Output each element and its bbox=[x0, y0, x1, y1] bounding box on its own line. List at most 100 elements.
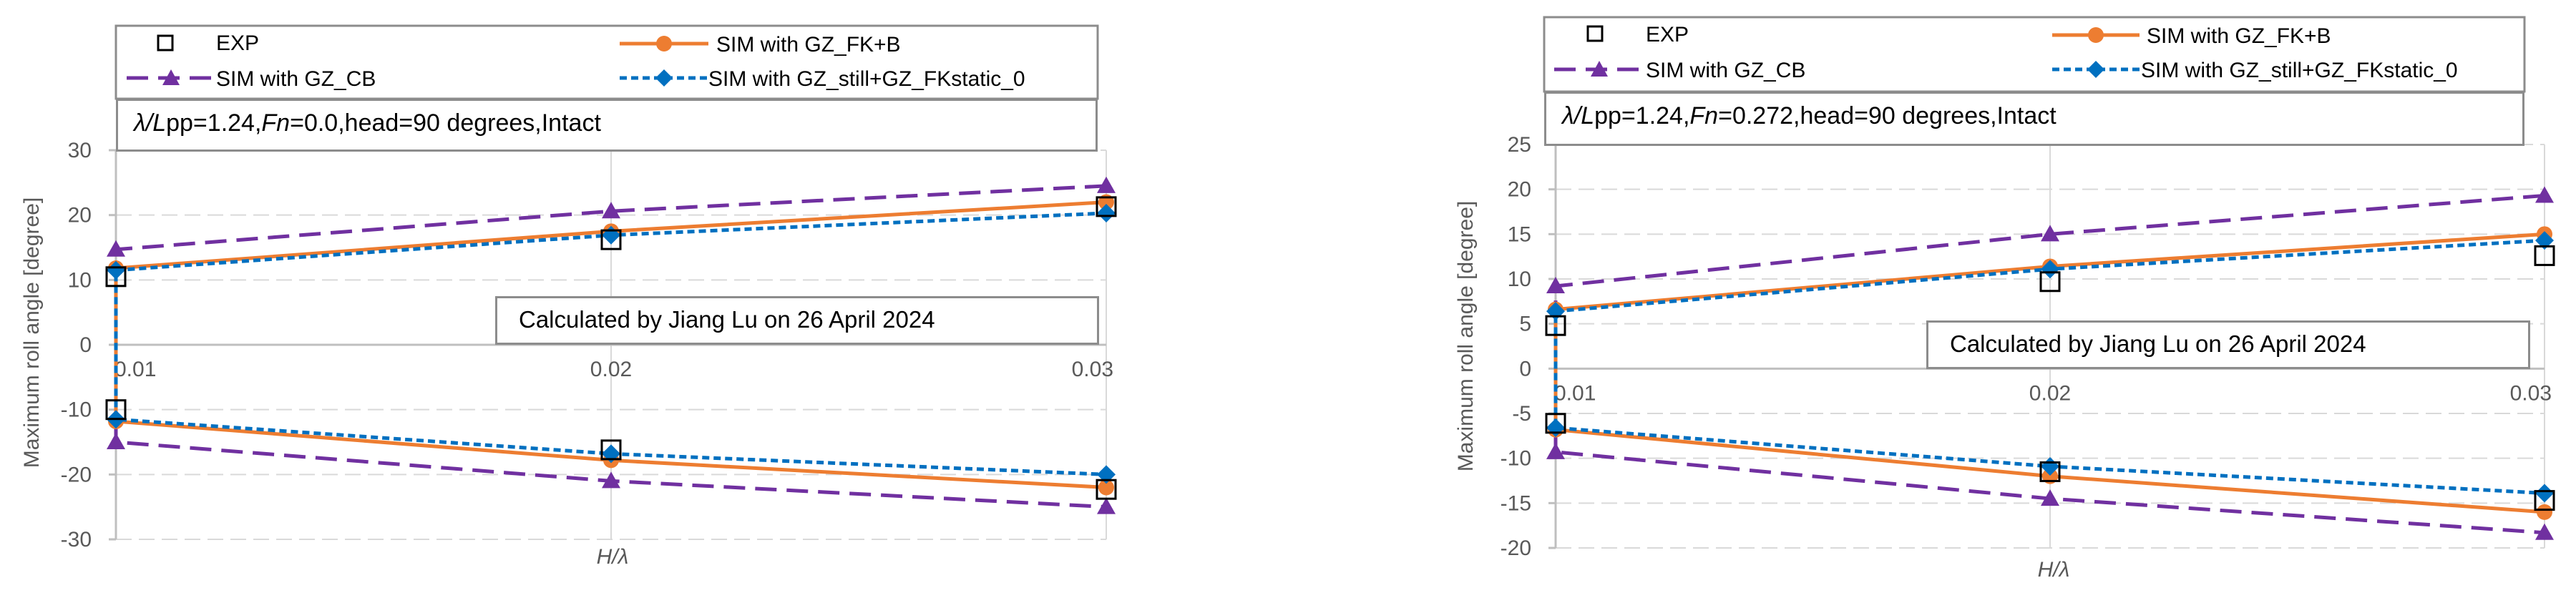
y-tick-label: -20 bbox=[61, 463, 92, 486]
legend-exp-marker bbox=[157, 34, 174, 52]
point-still-upper bbox=[1097, 203, 1116, 222]
point-exp-lower bbox=[1096, 479, 1117, 500]
y-tick-label: 0 bbox=[1519, 357, 1531, 381]
x-tick-label: 0.02 bbox=[590, 358, 632, 381]
legend-exp-label: EXP bbox=[216, 31, 259, 55]
point-exp-lower bbox=[1545, 413, 1566, 434]
legend-still-label: SIM with GZ_still+GZ_FKstatic_0 bbox=[708, 67, 1025, 91]
point-fk_b-lower bbox=[2537, 504, 2552, 520]
chart-2-condition-lpp: L bbox=[1581, 102, 1595, 129]
series-exp bbox=[105, 196, 1117, 500]
point-cb-lower bbox=[1097, 497, 1116, 514]
chart-1-condition-rest: =0.0,head=90 degrees,Intact bbox=[290, 109, 601, 137]
point-exp-upper bbox=[600, 229, 622, 250]
y-tick-label: 15 bbox=[1508, 222, 1531, 246]
point-cb-lower bbox=[602, 471, 620, 489]
point-cb-lower bbox=[1546, 442, 1565, 459]
legend-cb-marker-2 bbox=[1591, 61, 1608, 77]
chart-2-y-axis-label: Maximum roll angle [degree] bbox=[1454, 201, 1478, 472]
y-tick-label: -20 bbox=[1501, 536, 1531, 560]
chart-panel-1: EXP SIM with GZ_FK+B SIM with GZ_CB SIM … bbox=[0, 0, 1174, 594]
point-cb-upper bbox=[602, 202, 620, 219]
point-cb-upper bbox=[2535, 186, 2554, 203]
chart-1-legend-box bbox=[114, 24, 1099, 100]
point-cb-lower bbox=[2535, 523, 2554, 540]
chart-1-legend: EXP SIM with GZ_FK+B SIM with GZ_CB SIM … bbox=[114, 24, 1099, 100]
point-cb-upper bbox=[1546, 277, 1565, 294]
series-line-still bbox=[114, 211, 1107, 476]
point-still-upper bbox=[1546, 302, 1565, 321]
series-line-fk_b bbox=[1553, 232, 2545, 514]
point-exp-lower bbox=[600, 439, 622, 461]
point-cb-lower bbox=[107, 433, 125, 449]
y-tick-label: 30 bbox=[68, 139, 92, 162]
chart-2-series bbox=[1545, 186, 2555, 540]
point-exp-upper bbox=[2534, 245, 2555, 266]
x-tick-label: 0.03 bbox=[2510, 381, 2552, 405]
chart-2-condition-prefix: λ/ bbox=[1562, 102, 1581, 129]
chart-1-condition-mid: pp=1.24, bbox=[166, 109, 262, 137]
y-tick-label: 10 bbox=[1508, 268, 1531, 291]
point-cb-upper bbox=[107, 240, 125, 257]
point-still-upper bbox=[2041, 260, 2059, 279]
point-fk_b-lower bbox=[1098, 479, 1114, 496]
point-cb-upper bbox=[1097, 176, 1116, 193]
x-tick-label: 0.02 bbox=[2029, 381, 2071, 405]
y-tick-label: -15 bbox=[1501, 491, 1531, 515]
point-exp-upper bbox=[1096, 196, 1117, 217]
point-exp-upper bbox=[105, 266, 127, 288]
legend-fkb-marker-2 bbox=[2088, 27, 2104, 43]
point-cb-lower bbox=[2041, 489, 2059, 506]
legend-exp-marker-2 bbox=[1586, 25, 1604, 42]
chart-1-y-axis-label: Maximum roll angle [degree] bbox=[20, 197, 44, 469]
chart-1-condition-fn: Fn bbox=[261, 109, 291, 137]
point-exp-upper bbox=[2039, 271, 2061, 293]
point-still-lower bbox=[1546, 418, 1565, 438]
y-tick-label: -10 bbox=[1501, 447, 1531, 471]
point-exp-lower bbox=[2039, 461, 2061, 482]
chart-1-svg: EXP SIM with GZ_FK+B SIM with GZ_CB SIM … bbox=[20, 24, 1117, 569]
chart-2-condition-fn: Fn bbox=[1689, 102, 1719, 129]
legend-cb-marker bbox=[162, 69, 180, 85]
y-tick-label: 5 bbox=[1519, 313, 1531, 336]
chart-2-x-axis-label: H/λ bbox=[2038, 558, 2070, 582]
chart-panel-2: EXP SIM with GZ_FK+B SIM with GZ_CB SIM … bbox=[1431, 0, 2576, 594]
point-still-upper bbox=[107, 260, 125, 280]
chart-1-axes: -30 -20 -10 0 10 20 30 0.01 0.02 0.03 bbox=[61, 139, 1113, 552]
series-line-still bbox=[1553, 238, 2545, 496]
point-still-lower bbox=[2535, 484, 2554, 503]
legend-cb-label-2: SIM with GZ_CB bbox=[1646, 59, 1805, 82]
legend-cb-label: SIM with GZ_CB bbox=[216, 67, 376, 91]
chart-2-legend: EXP SIM with GZ_FK+B SIM with GZ_CB SIM … bbox=[1543, 16, 2526, 93]
legend-exp-label-2: EXP bbox=[1646, 23, 1689, 46]
chart-2-condition-mid: pp=1.24, bbox=[1594, 102, 1690, 129]
y-tick-label: -10 bbox=[61, 398, 92, 422]
y-tick-label: -5 bbox=[1512, 402, 1531, 426]
y-tick-label: 0 bbox=[79, 333, 92, 357]
legend-fkb-marker bbox=[656, 36, 672, 52]
chart-2-annotation: Calculated by Jiang Lu on 26 April 2024 bbox=[1950, 330, 2366, 357]
chart-2-condition-rest: =0.272,head=90 degrees,Intact bbox=[1718, 102, 2057, 129]
y-tick-label: 10 bbox=[68, 268, 92, 292]
y-tick-label: 20 bbox=[68, 204, 92, 227]
legend-still-marker bbox=[655, 69, 673, 87]
chart-1-condition-lpp: L bbox=[152, 109, 167, 137]
chart-1-condition-box: λ/Lpp=1.24,Fn=0.0,head=90 degrees,Intact bbox=[116, 99, 1098, 152]
point-still-upper bbox=[2535, 231, 2554, 250]
y-tick-label: 20 bbox=[1508, 178, 1531, 202]
point-exp-lower bbox=[105, 399, 127, 421]
x-tick-label: 0.01 bbox=[114, 358, 156, 381]
x-tick-label: 0.03 bbox=[1072, 358, 1113, 381]
legend-fkb-label-2: SIM with GZ_FK+B bbox=[2147, 24, 2331, 48]
chart-2-annotation-box: Calculated by Jiang Lu on 26 April 2024 bbox=[1926, 320, 2530, 369]
y-tick-label: 25 bbox=[1508, 133, 1531, 157]
point-exp-upper bbox=[1545, 315, 1566, 336]
legend-fkb-label: SIM with GZ_FK+B bbox=[716, 33, 901, 57]
x-tick-label: 0.01 bbox=[1554, 381, 1596, 405]
series-exp bbox=[1545, 245, 2555, 511]
point-cb-upper bbox=[2041, 225, 2059, 242]
point-exp-lower bbox=[2534, 490, 2555, 511]
y-tick-label: -30 bbox=[61, 528, 92, 552]
chart-1-annotation-box: Calculated by Jiang Lu on 26 April 2024 bbox=[495, 296, 1099, 345]
chart-2-svg: EXP SIM with GZ_FK+B SIM with GZ_CB SIM … bbox=[1454, 16, 2555, 582]
